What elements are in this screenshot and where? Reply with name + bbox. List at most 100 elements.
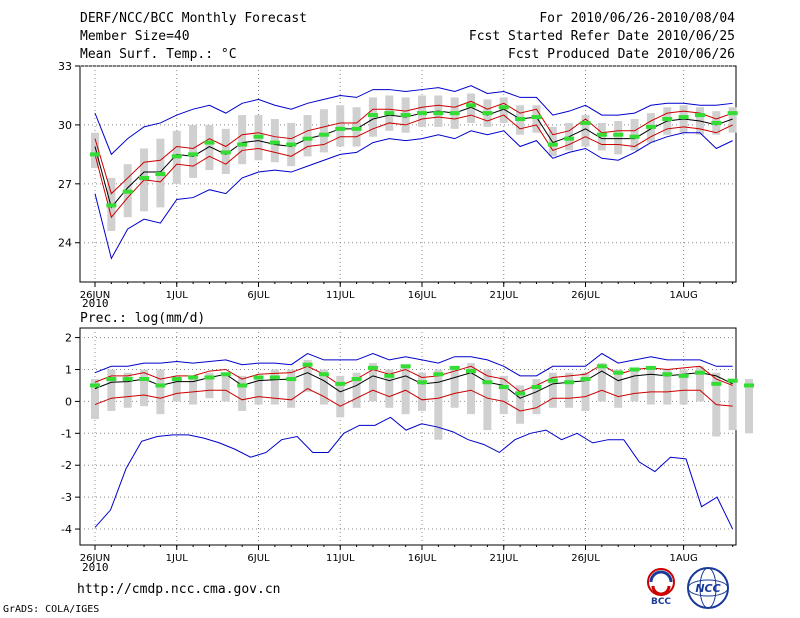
temp-median-mark: [596, 132, 607, 137]
temp-ytick-label: 30: [58, 119, 72, 132]
temp-box: [499, 97, 508, 123]
temp-median-mark: [335, 126, 346, 131]
grads-credit: GrADS: COLA/IGES: [3, 604, 100, 615]
temp-xtick-label: 1JUL: [166, 290, 189, 301]
temp-box: [91, 132, 99, 169]
prec-median-mark: [417, 380, 427, 385]
bcc-logo: BCC: [647, 568, 675, 606]
prec-median-mark: [155, 383, 166, 388]
temp-ytick-label: 27: [58, 178, 72, 191]
temp-xtick-label: 16JUL: [408, 290, 437, 301]
prec-box: [123, 372, 132, 408]
temp-series-ensemble-max: [94, 85, 733, 156]
temp-median-mark: [678, 115, 689, 120]
temp-box: [614, 120, 623, 155]
temp-median-mark: [694, 113, 705, 118]
prec-ytick-label: 1: [65, 363, 72, 376]
temp-median-mark: [711, 120, 722, 125]
temp-median-mark: [286, 142, 297, 147]
temp-xtick-label: 26JUL: [571, 290, 600, 301]
temp-box: [581, 115, 590, 147]
prec-median-mark: [711, 381, 722, 386]
prec-median-mark: [629, 367, 640, 372]
prec-median-mark: [596, 364, 607, 369]
temp-median-mark: [351, 126, 362, 131]
prec-median-mark: [335, 381, 346, 386]
prec-median-mark: [498, 385, 509, 390]
prec-ytick-label: -1: [61, 427, 72, 440]
prec-box: [368, 363, 377, 402]
temp-median-mark: [171, 154, 182, 159]
prec-xtick-label: 11JUL: [326, 553, 355, 564]
ncc-logo: NCC: [687, 567, 729, 609]
prec-box: [303, 359, 312, 392]
prec-box: [91, 379, 99, 419]
temp-panel: 24 27 30 33 26JUN 1JUL 6JUL 11JUL 16JUL 21JUL 26JU…: [58, 60, 738, 301]
prec-median-mark: [384, 373, 395, 378]
prec-frame: [79, 327, 737, 546]
prec-median-mark: [351, 377, 362, 382]
temp-box: [728, 107, 737, 133]
temp-xtick-label: 26JUN: [80, 290, 110, 301]
temp-series-mean-spread: [94, 114, 733, 219]
temp-median-mark: [645, 124, 656, 129]
temp-median-mark: [662, 117, 673, 122]
source-url[interactable]: http://cmdp.ncc.cma.gov.cn: [77, 582, 281, 597]
prec-median-mark: [253, 375, 264, 380]
prec-box: [532, 379, 541, 415]
forecast-period-label: For 2010/06/26-2010/08/04: [539, 11, 735, 26]
prec-xtick-label: 26JUN: [80, 553, 110, 564]
temp-median-mark: [318, 132, 329, 137]
prec-box: [189, 375, 198, 405]
figure-title: DERF/NCC/BCC Monthly Forecast: [80, 11, 307, 26]
temp-median-mark: [139, 175, 150, 180]
prec-median-mark: [90, 383, 100, 388]
prec-box: [418, 372, 426, 411]
prec-median-mark: [613, 370, 624, 375]
prec-xtick-label: 21JUL: [489, 553, 518, 564]
temp-median-mark: [90, 152, 100, 157]
prec-box: [614, 369, 623, 408]
forecast-produced-date-label: Fcst Produced Date 2010/06/26: [508, 47, 735, 62]
prec-box: [499, 375, 508, 415]
temp-median-mark: [466, 103, 477, 108]
prec-xtick-label: 16JUL: [408, 553, 437, 564]
prec-ytick-label: 0: [65, 395, 72, 408]
prec-median-mark: [662, 372, 673, 377]
bcc-logo-text: BCC: [651, 597, 671, 606]
temp-ytick-label: 24: [58, 237, 72, 250]
temp-median-mark: [400, 113, 411, 118]
temp-xtick-label: 11JUL: [326, 290, 355, 301]
prec-median-mark: [694, 370, 705, 375]
prec-box: [467, 363, 476, 415]
temp-median-mark: [613, 132, 624, 137]
temp-median-mark: [188, 152, 199, 157]
prec-box: [548, 372, 557, 408]
temp-median-mark: [384, 111, 395, 116]
prec-median-mark: [188, 375, 199, 380]
prec-box: [107, 369, 116, 411]
prec-median-mark: [367, 365, 378, 370]
temp-median-mark: [417, 111, 427, 116]
prec-box: [221, 372, 230, 402]
temp-median-mark: [269, 140, 280, 145]
temp-xtick-label: 1AUG: [669, 290, 697, 301]
prec-box: [679, 369, 688, 405]
prec-ytick-label: -4: [61, 523, 72, 536]
temp-median-mark: [253, 134, 264, 139]
temp-box: [319, 109, 328, 153]
prec-box: [319, 369, 328, 405]
temp-median-mark: [564, 136, 575, 141]
prec-series-ensemble-mean: [94, 370, 733, 399]
prec-box: [745, 379, 753, 434]
prec-box: [630, 369, 639, 402]
temp-ytick-label: 33: [58, 60, 72, 73]
prec-xtick-label: 1AUG: [669, 553, 697, 564]
prec-median-mark: [482, 380, 493, 385]
temp-median-mark: [106, 203, 117, 208]
prec-box: [352, 372, 361, 408]
temp-median-mark: [449, 111, 460, 116]
prec-box: [434, 369, 443, 440]
prec-median-mark: [171, 377, 182, 382]
